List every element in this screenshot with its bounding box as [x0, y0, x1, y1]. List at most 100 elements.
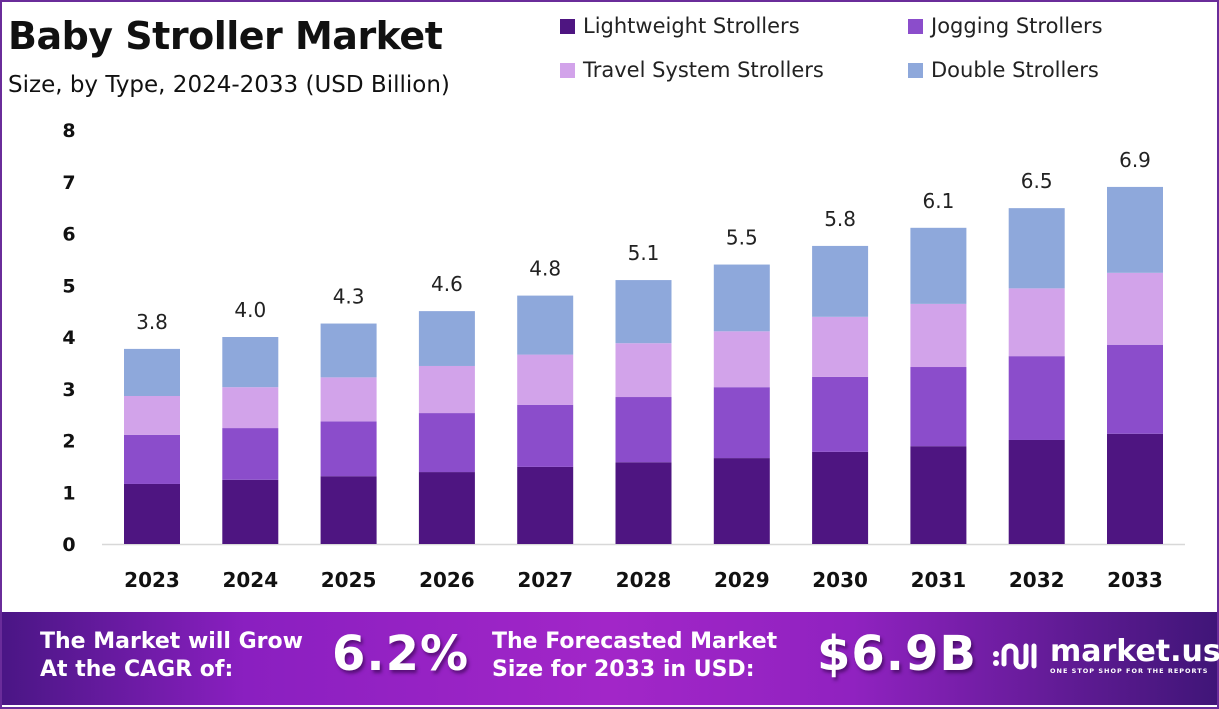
y-tick-label: 5	[62, 275, 75, 297]
bar-segment-jogging-strollers	[124, 434, 180, 484]
legend-label: Lightweight Strollers	[583, 14, 800, 38]
x-tick-label: 2028	[616, 568, 672, 592]
market-us-logo-icon	[993, 643, 1037, 670]
bar-stack-2033	[1107, 186, 1163, 544]
y-tick-label: 7	[62, 172, 75, 194]
legend-swatch-double	[908, 62, 923, 78]
bar-total-label: 3.8	[136, 310, 168, 334]
bar-stack-2028	[615, 280, 672, 544]
logo-tagline: ONE STOP SHOP FOR THE REPORTS	[1050, 667, 1209, 675]
bar-stack-2032	[1008, 208, 1065, 544]
bar-segment-travel-system-strollers	[1008, 288, 1065, 357]
bar-total-label: 6.5	[1021, 169, 1053, 193]
bar-segment-double-strollers	[713, 264, 770, 332]
bar-segment-double-strollers	[320, 323, 377, 378]
bar-segment-double-strollers	[418, 311, 475, 366]
bar-total-label: 4.0	[234, 298, 266, 322]
cagr-text-line2: At the CAGR of:	[40, 657, 234, 682]
bar-stack-2024	[222, 337, 279, 544]
bar-total-label: 6.9	[1119, 148, 1151, 172]
y-tick-label: 0	[62, 534, 75, 556]
y-tick-label: 2	[62, 431, 75, 453]
bar-segment-lightweight-strollers	[517, 466, 574, 544]
x-tick-label: 2025	[321, 568, 377, 592]
y-tick-label: 1	[62, 482, 75, 504]
x-tick-label: 2032	[1009, 568, 1065, 592]
bar-stack-2029	[713, 264, 770, 544]
bar-segment-lightweight-strollers	[124, 483, 180, 544]
bar-segment-lightweight-strollers	[320, 476, 377, 544]
bar-segment-jogging-strollers	[713, 387, 770, 459]
bar-segment-lightweight-strollers	[615, 462, 672, 544]
cagr-text-line1: The Market will Grow	[40, 629, 303, 654]
y-tick-label: 3	[62, 379, 75, 401]
bar-segment-lightweight-strollers	[1107, 433, 1163, 544]
bar-segment-travel-system-strollers	[1107, 272, 1163, 345]
x-tick-label: 2029	[714, 568, 770, 592]
x-tick-label: 2033	[1107, 568, 1163, 592]
bar-segment-travel-system-strollers	[124, 395, 180, 435]
bar-segment-travel-system-strollers	[615, 343, 672, 398]
y-tick-label: 6	[62, 224, 75, 246]
bar-total-label: 6.1	[922, 189, 954, 213]
bar-total-label: 4.8	[529, 257, 561, 281]
bar-segment-travel-system-strollers	[222, 387, 279, 429]
bar-total-label: 5.8	[824, 207, 856, 231]
summary-banner: The Market will Grow At the CAGR of: 6.2…	[2, 612, 1219, 705]
bar-segment-jogging-strollers	[910, 367, 967, 447]
y-tick-label: 8	[62, 120, 75, 142]
bar-segment-travel-system-strollers	[320, 377, 377, 422]
bar-total-label: 4.6	[431, 272, 463, 296]
legend-label: Travel System Strollers	[583, 58, 824, 82]
bar-segment-double-strollers	[1008, 208, 1065, 289]
legend-label: Jogging Strollers	[931, 14, 1103, 38]
bar-total-label: 4.3	[333, 285, 365, 309]
bar-segment-lightweight-strollers	[1008, 439, 1065, 544]
x-tick-label: 2024	[222, 568, 278, 592]
bar-segment-double-strollers	[124, 348, 180, 396]
bar-segment-jogging-strollers	[1008, 356, 1065, 440]
bar-segment-jogging-strollers	[615, 397, 672, 463]
bar-segment-jogging-strollers	[812, 376, 869, 452]
legend-swatch-travel-system	[560, 62, 575, 78]
market-us-logo: market.us ONE STOP SHOP FOR THE REPORTS	[992, 637, 1219, 675]
bar-segment-lightweight-strollers	[812, 451, 869, 544]
bar-stack-2031	[910, 227, 967, 544]
chart-title: Baby Stroller Market	[8, 14, 443, 58]
bar-stack-2026	[418, 311, 475, 544]
x-tick-label: 2027	[517, 568, 573, 592]
legend-label: Double Strollers	[931, 58, 1099, 82]
bar-segment-jogging-strollers	[1107, 344, 1163, 434]
cagr-text: The Market will Grow At the CAGR of:	[40, 628, 303, 684]
bar-segment-jogging-strollers	[418, 413, 475, 473]
bar-segment-travel-system-strollers	[418, 365, 475, 414]
x-tick-label: 2030	[812, 568, 868, 592]
bar-segment-jogging-strollers	[517, 404, 574, 467]
x-tick-label: 2023	[124, 568, 180, 592]
legend-item-travel-system: Travel System Strollers	[560, 58, 824, 82]
bar-stack-2030	[812, 245, 869, 544]
logo-wordmark: market.us	[1050, 634, 1219, 669]
x-tick-label: 2031	[911, 568, 967, 592]
forecast-value: $6.9B	[817, 626, 978, 682]
legend-swatch-jogging	[908, 18, 923, 34]
bar-segment-jogging-strollers	[222, 428, 279, 480]
bar-segment-travel-system-strollers	[812, 316, 869, 377]
bar-segment-travel-system-strollers	[517, 354, 574, 405]
bar-stack-2027	[517, 295, 574, 544]
forecast-text: The Forecasted Market Size for 2033 in U…	[492, 628, 777, 684]
bar-segment-double-strollers	[1107, 186, 1163, 273]
bar-segment-lightweight-strollers	[418, 472, 475, 544]
chart-subtitle: Size, by Type, 2024-2033 (USD Billion)	[8, 72, 450, 98]
bar-stack-2025	[320, 323, 377, 544]
legend-item-lightweight: Lightweight Strollers	[560, 14, 800, 38]
y-tick-label: 4	[62, 327, 75, 349]
bar-segment-travel-system-strollers	[910, 303, 967, 368]
bar-segment-double-strollers	[222, 337, 279, 388]
x-tick-label: 2026	[419, 568, 475, 592]
bar-total-label: 5.1	[628, 241, 660, 265]
legend-item-jogging: Jogging Strollers	[908, 14, 1103, 38]
bar-segment-double-strollers	[517, 295, 574, 355]
cagr-value: 6.2%	[332, 626, 470, 682]
stacked-bar-chart: 0 1 2 3 4 5 6 7 8 3.8 2023 4.0 2024 4.3 2025 4.6 2026 4.8…	[62, 120, 1185, 592]
